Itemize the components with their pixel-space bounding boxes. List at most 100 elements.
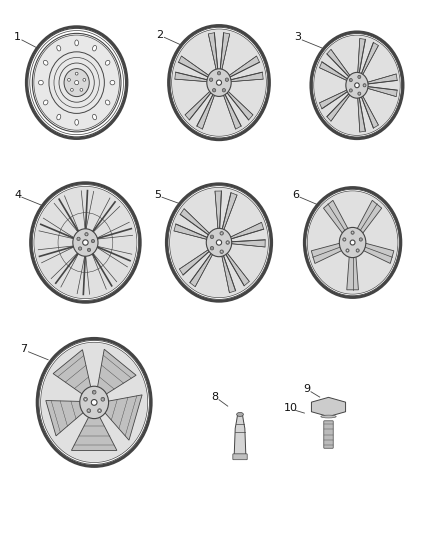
Polygon shape [230, 72, 263, 82]
Text: 5: 5 [154, 190, 161, 199]
Polygon shape [46, 400, 85, 436]
Ellipse shape [212, 88, 216, 92]
Polygon shape [361, 95, 378, 128]
Ellipse shape [74, 80, 79, 85]
Ellipse shape [352, 232, 353, 233]
Polygon shape [220, 33, 230, 70]
Ellipse shape [207, 69, 231, 96]
Polygon shape [208, 33, 218, 70]
Ellipse shape [210, 246, 214, 250]
Ellipse shape [222, 88, 226, 92]
Polygon shape [71, 415, 117, 450]
Ellipse shape [360, 239, 361, 240]
Ellipse shape [356, 249, 359, 252]
Polygon shape [327, 50, 350, 77]
Ellipse shape [346, 249, 349, 252]
Ellipse shape [35, 187, 136, 298]
FancyBboxPatch shape [324, 421, 333, 448]
Ellipse shape [41, 343, 147, 462]
Polygon shape [357, 200, 381, 234]
Polygon shape [97, 349, 136, 395]
Text: 7: 7 [21, 344, 28, 354]
Ellipse shape [43, 60, 48, 65]
Polygon shape [327, 93, 350, 121]
Ellipse shape [347, 250, 348, 251]
Ellipse shape [73, 229, 98, 256]
Ellipse shape [102, 398, 104, 400]
FancyBboxPatch shape [233, 454, 247, 459]
Ellipse shape [351, 231, 354, 235]
Ellipse shape [209, 78, 213, 82]
Ellipse shape [78, 247, 82, 250]
Ellipse shape [357, 250, 358, 251]
Polygon shape [215, 191, 222, 230]
Ellipse shape [88, 410, 90, 411]
Polygon shape [226, 91, 253, 120]
Ellipse shape [57, 114, 61, 120]
Ellipse shape [359, 238, 362, 241]
Ellipse shape [84, 397, 87, 401]
Ellipse shape [308, 191, 397, 294]
Text: 8: 8 [211, 392, 218, 402]
Polygon shape [222, 192, 237, 231]
Ellipse shape [216, 240, 222, 245]
Text: 4: 4 [14, 190, 21, 199]
Ellipse shape [85, 398, 86, 400]
Ellipse shape [172, 29, 266, 136]
Ellipse shape [364, 85, 365, 86]
Ellipse shape [350, 78, 352, 82]
Ellipse shape [216, 80, 222, 85]
Ellipse shape [343, 238, 346, 241]
Ellipse shape [225, 78, 229, 82]
Ellipse shape [350, 240, 355, 245]
Ellipse shape [213, 90, 215, 91]
Ellipse shape [87, 248, 91, 252]
Polygon shape [174, 224, 208, 240]
Ellipse shape [110, 80, 115, 85]
Ellipse shape [98, 409, 101, 413]
Ellipse shape [75, 119, 78, 125]
Ellipse shape [106, 60, 110, 65]
Polygon shape [222, 255, 236, 293]
Polygon shape [367, 86, 397, 96]
Ellipse shape [86, 233, 87, 235]
Ellipse shape [226, 79, 228, 80]
Ellipse shape [359, 76, 360, 78]
Ellipse shape [358, 92, 361, 95]
Ellipse shape [314, 36, 400, 135]
Ellipse shape [359, 93, 360, 94]
Ellipse shape [220, 231, 223, 235]
Ellipse shape [99, 410, 100, 411]
Polygon shape [179, 249, 210, 275]
Polygon shape [190, 253, 213, 287]
Ellipse shape [218, 72, 220, 74]
Polygon shape [104, 395, 142, 440]
Polygon shape [311, 398, 346, 417]
Text: 10: 10 [284, 403, 298, 413]
Polygon shape [223, 93, 241, 129]
Polygon shape [311, 243, 343, 263]
Ellipse shape [71, 88, 73, 91]
Ellipse shape [321, 415, 336, 418]
Polygon shape [230, 222, 264, 239]
Polygon shape [363, 243, 394, 263]
Ellipse shape [350, 79, 352, 81]
Polygon shape [185, 91, 212, 120]
Ellipse shape [87, 409, 91, 413]
Ellipse shape [220, 250, 223, 254]
Ellipse shape [78, 238, 79, 240]
Ellipse shape [358, 75, 361, 78]
Polygon shape [358, 97, 365, 132]
Text: 3: 3 [294, 33, 301, 42]
Polygon shape [180, 208, 210, 236]
Ellipse shape [83, 240, 88, 245]
Ellipse shape [221, 251, 223, 253]
Ellipse shape [92, 114, 96, 120]
Ellipse shape [221, 232, 223, 234]
Ellipse shape [211, 247, 213, 249]
Polygon shape [179, 56, 210, 77]
Ellipse shape [79, 248, 81, 249]
Polygon shape [228, 56, 259, 77]
Ellipse shape [227, 241, 229, 244]
Polygon shape [225, 252, 249, 286]
